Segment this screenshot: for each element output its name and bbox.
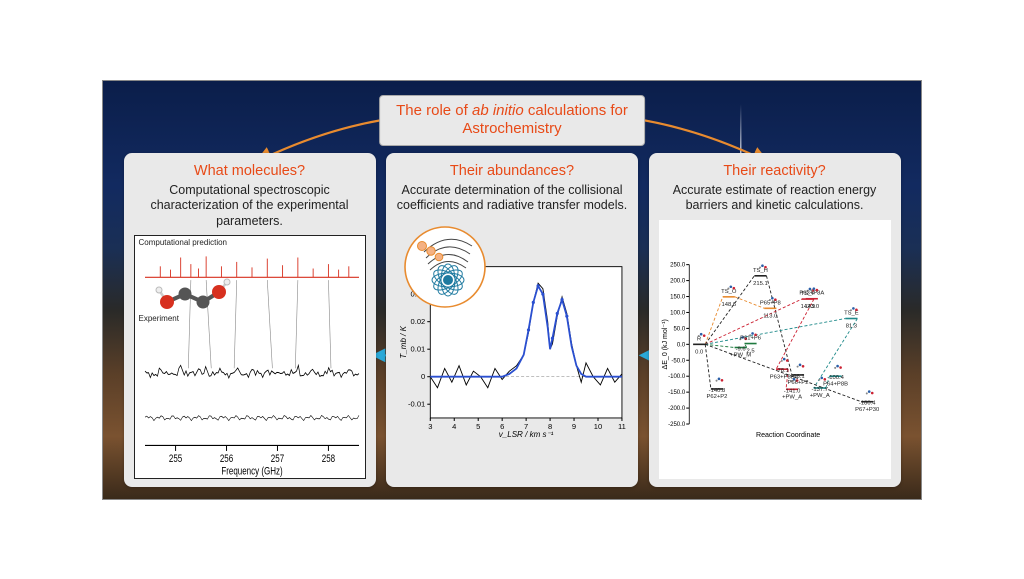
collision-inset-icon [402, 224, 488, 310]
svg-text:v_LSR / km s⁻¹: v_LSR / km s⁻¹ [499, 430, 554, 439]
svg-text:-9.6: -9.6 [735, 346, 745, 352]
panel-subtext: Computational spectroscopic characteriza… [134, 183, 366, 230]
svg-text:-100.4: -100.4 [827, 375, 844, 381]
panel-row: What molecules? Computational spectrosco… [103, 153, 921, 487]
svg-text:257: 257 [270, 453, 283, 466]
svg-text:-180.4: -180.4 [858, 400, 875, 406]
svg-text:0.0: 0.0 [676, 342, 685, 348]
svg-text:P64+P8B: P64+P8B [823, 381, 848, 387]
svg-text:TS_H: TS_H [752, 268, 767, 274]
title-text-it: ab initio [472, 102, 524, 119]
title-box: The role of ab initio calculations for A… [379, 95, 645, 147]
spectrum-figure: Computational prediction Experiment 2552… [134, 235, 366, 478]
svg-text:-140.8: -140.8 [708, 388, 725, 394]
svg-text:250.0: 250.0 [670, 262, 686, 268]
svg-text:2.5: 2.5 [746, 348, 754, 354]
panel-reactivity: Their reactivity? Accurate estimate of r… [649, 153, 901, 487]
svg-text:0.01: 0.01 [411, 344, 426, 353]
svg-text:+PW_A: +PW_A [782, 394, 802, 400]
svg-text:-50.0: -50.0 [671, 358, 685, 364]
svg-text:215.1: 215.1 [753, 281, 768, 287]
svg-text:255: 255 [168, 453, 181, 466]
svg-text:-100.0: -100.0 [668, 374, 686, 380]
panel-subtext: Accurate estimate of reaction energy bar… [659, 183, 891, 214]
svg-text:258: 258 [321, 453, 334, 466]
panel-abundances: Their abundances? Accurate determination… [386, 153, 638, 487]
panel-heading: Their reactivity? [659, 163, 891, 179]
svg-text:143.0: 143.0 [804, 304, 819, 310]
title-text-post: calculations for [524, 102, 628, 119]
svg-text:-200.0: -200.0 [668, 406, 686, 412]
svg-text:256: 256 [219, 453, 232, 466]
svg-text:TS_O: TS_O [721, 289, 737, 295]
svg-text:113.0: 113.0 [763, 313, 778, 319]
svg-text:+PW_A: +PW_A [809, 393, 829, 399]
svg-text:-137.7: -137.7 [811, 387, 828, 393]
svg-text:-78.1: -78.1 [775, 368, 788, 374]
svg-text:-141.0: -141.0 [783, 388, 800, 394]
svg-text:11: 11 [618, 422, 626, 431]
svg-text:P61+P6: P61+P6 [740, 335, 761, 341]
svg-text:P66+P2: P66+P2 [787, 380, 808, 386]
lineplot-figure: 34567891011-0.0100.010.020.03v_LSR / km … [396, 220, 628, 479]
spectrum-label-pred: Computational prediction [139, 238, 228, 247]
svg-text:200.0: 200.0 [670, 278, 686, 284]
svg-text:-250.0: -250.0 [668, 422, 686, 428]
svg-text:Reaction Coordinate: Reaction Coordinate [755, 432, 819, 439]
svg-text:0: 0 [421, 372, 425, 381]
panel-molecules: What molecules? Computational spectrosco… [124, 153, 376, 487]
svg-text:148.6: 148.6 [721, 302, 736, 308]
panel-subtext: Accurate determination of the collisiona… [396, 183, 628, 214]
svg-text:0.0: 0.0 [695, 349, 704, 355]
svg-text:9: 9 [572, 422, 576, 431]
svg-text:0.02: 0.02 [411, 317, 426, 326]
infographic-stage: The role of ab initio calculations for A… [102, 80, 922, 500]
svg-text:R: R [697, 336, 701, 342]
svg-text:Frequency (GHz): Frequency (GHz) [221, 466, 282, 478]
svg-text:-0.01: -0.01 [408, 399, 425, 408]
svg-text:TS_E: TS_E [844, 310, 859, 316]
svg-text:10: 10 [594, 422, 602, 431]
energy-svg: -250.0 -200.0 -150.0 -100.0 -50.0 0.0 50.0 100.… [659, 220, 891, 479]
svg-text:P62+P2: P62+P2 [706, 394, 727, 400]
svg-text:150.0: 150.0 [670, 294, 686, 300]
svg-text:4: 4 [452, 422, 456, 431]
molecule-icon [153, 272, 233, 316]
svg-text:ΔE_0 (kJ mol⁻¹): ΔE_0 (kJ mol⁻¹) [662, 319, 669, 369]
svg-text:81.3: 81.3 [845, 323, 856, 329]
svg-text:T_mb / K: T_mb / K [399, 325, 408, 358]
svg-text:50.0: 50.0 [673, 326, 685, 332]
panel-heading: Their abundances? [396, 163, 628, 179]
svg-text:100.0: 100.0 [670, 310, 686, 316]
panel-heading: What molecules? [134, 163, 366, 179]
svg-text:5: 5 [476, 422, 480, 431]
title-text-pre: The role of [396, 102, 472, 119]
svg-text:-150.0: -150.0 [668, 390, 686, 396]
svg-text:P67+P30: P67+P30 [855, 407, 880, 413]
title-text-line2: Astrochemistry [396, 120, 628, 139]
energy-figure: -250.0 -200.0 -150.0 -100.0 -50.0 0.0 50.0 100.… [659, 220, 891, 479]
svg-text:-96.1: -96.1 [791, 374, 804, 380]
svg-text:P63+P8A: P63+P8A [799, 290, 824, 296]
svg-text:P65+P8: P65+P8 [759, 300, 780, 306]
svg-text:3: 3 [428, 422, 432, 431]
